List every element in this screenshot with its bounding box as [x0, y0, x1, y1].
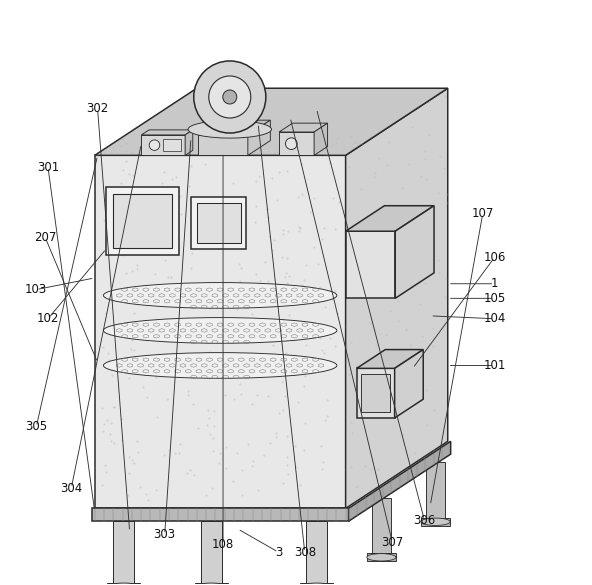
- Polygon shape: [95, 156, 346, 508]
- Circle shape: [285, 138, 297, 150]
- Polygon shape: [185, 130, 193, 156]
- Polygon shape: [357, 350, 423, 369]
- Polygon shape: [95, 88, 448, 156]
- Polygon shape: [195, 583, 228, 585]
- Ellipse shape: [104, 318, 337, 343]
- Text: 106: 106: [483, 251, 506, 264]
- Polygon shape: [107, 187, 179, 254]
- Polygon shape: [346, 231, 395, 298]
- Ellipse shape: [104, 283, 337, 308]
- Polygon shape: [346, 88, 448, 508]
- Polygon shape: [346, 206, 434, 231]
- Ellipse shape: [298, 583, 334, 585]
- Ellipse shape: [188, 121, 272, 138]
- Polygon shape: [306, 521, 327, 583]
- Polygon shape: [421, 518, 450, 526]
- Text: 306: 306: [413, 514, 436, 526]
- Text: 108: 108: [212, 538, 234, 551]
- Text: 1: 1: [491, 277, 498, 290]
- Circle shape: [194, 61, 266, 133]
- Polygon shape: [361, 374, 390, 412]
- Polygon shape: [141, 135, 185, 156]
- Polygon shape: [395, 350, 423, 418]
- Polygon shape: [197, 203, 240, 243]
- Polygon shape: [92, 508, 349, 521]
- Text: 305: 305: [25, 420, 47, 433]
- Polygon shape: [201, 521, 222, 583]
- Polygon shape: [248, 120, 271, 156]
- Circle shape: [209, 76, 251, 118]
- Text: 207: 207: [34, 230, 56, 243]
- Polygon shape: [191, 197, 246, 249]
- Polygon shape: [198, 120, 271, 135]
- Ellipse shape: [194, 583, 229, 585]
- Polygon shape: [395, 206, 434, 298]
- Text: 103: 103: [25, 283, 47, 296]
- Polygon shape: [279, 132, 314, 156]
- Ellipse shape: [106, 583, 142, 585]
- Polygon shape: [113, 521, 134, 583]
- Text: 307: 307: [381, 536, 403, 549]
- Text: 302: 302: [86, 102, 109, 115]
- Polygon shape: [314, 123, 327, 156]
- Text: 308: 308: [294, 546, 316, 559]
- Polygon shape: [367, 553, 396, 562]
- Polygon shape: [198, 135, 248, 156]
- Polygon shape: [357, 369, 395, 418]
- Ellipse shape: [104, 353, 337, 378]
- Circle shape: [223, 90, 237, 104]
- Ellipse shape: [421, 518, 450, 525]
- Text: 3: 3: [275, 546, 282, 559]
- Polygon shape: [279, 123, 327, 132]
- Ellipse shape: [367, 553, 396, 561]
- Text: 301: 301: [37, 160, 59, 174]
- Text: 102: 102: [37, 312, 59, 325]
- Text: 105: 105: [483, 292, 506, 305]
- Polygon shape: [108, 583, 140, 585]
- Text: 104: 104: [483, 312, 506, 325]
- Polygon shape: [372, 498, 391, 553]
- Text: 107: 107: [472, 207, 494, 220]
- Text: 304: 304: [60, 481, 82, 494]
- Polygon shape: [426, 462, 445, 518]
- Polygon shape: [300, 583, 333, 585]
- Polygon shape: [163, 139, 181, 152]
- Polygon shape: [349, 441, 451, 521]
- Text: 303: 303: [154, 528, 176, 541]
- Text: 101: 101: [483, 359, 506, 372]
- Polygon shape: [141, 130, 193, 135]
- Circle shape: [149, 140, 160, 150]
- Polygon shape: [113, 194, 172, 247]
